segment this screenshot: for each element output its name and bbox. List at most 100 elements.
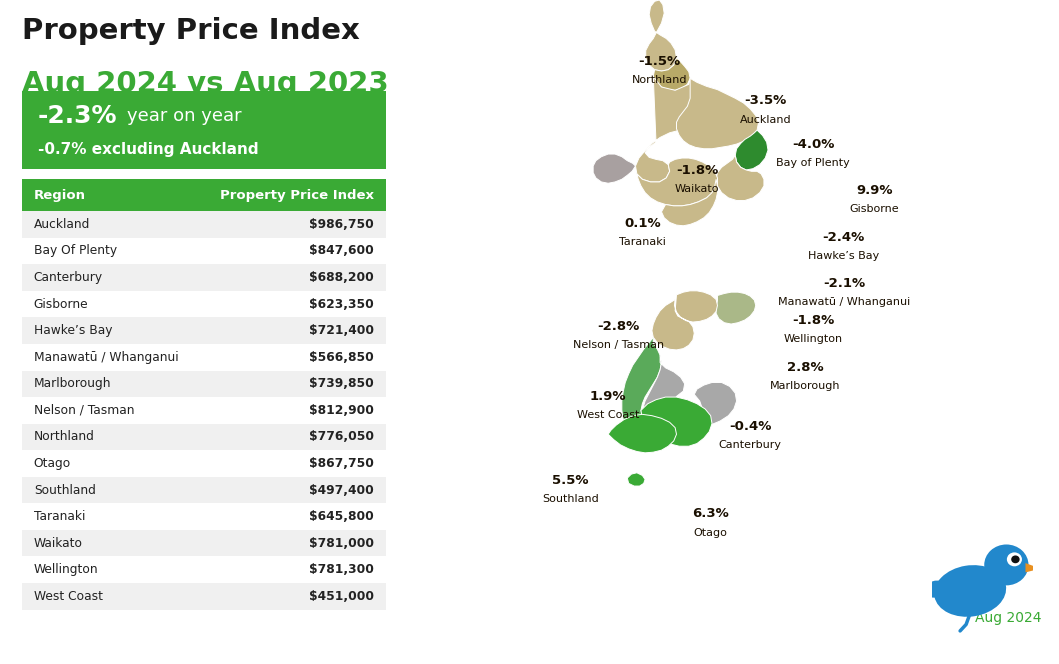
Text: Marlborough: Marlborough: [770, 381, 840, 392]
Ellipse shape: [926, 580, 947, 598]
Text: Auckland: Auckland: [34, 218, 90, 231]
Text: Manawatū / Whanganui: Manawatū / Whanganui: [34, 351, 178, 364]
Text: Aug 2024: Aug 2024: [974, 610, 1041, 625]
Text: $645,800: $645,800: [309, 510, 374, 523]
Text: $623,350: $623,350: [309, 297, 374, 311]
Polygon shape: [627, 473, 645, 486]
Text: $986,750: $986,750: [309, 218, 374, 231]
Text: 5.5%: 5.5%: [553, 474, 589, 487]
Ellipse shape: [934, 565, 1006, 617]
FancyBboxPatch shape: [22, 317, 385, 344]
Text: Waikato: Waikato: [675, 184, 719, 195]
Polygon shape: [635, 76, 731, 182]
Text: -1.8%: -1.8%: [676, 164, 718, 177]
FancyBboxPatch shape: [22, 179, 385, 211]
Text: 2.8%: 2.8%: [787, 361, 823, 374]
Text: Property Price Index: Property Price Index: [220, 189, 374, 202]
Polygon shape: [735, 130, 768, 170]
FancyBboxPatch shape: [22, 211, 385, 238]
FancyBboxPatch shape: [22, 291, 385, 317]
FancyBboxPatch shape: [22, 530, 385, 556]
Circle shape: [1011, 556, 1020, 563]
Text: Southland: Southland: [34, 483, 95, 497]
Text: $721,400: $721,400: [309, 324, 374, 337]
Polygon shape: [622, 337, 662, 446]
FancyBboxPatch shape: [22, 424, 385, 450]
FancyBboxPatch shape: [22, 238, 385, 264]
Text: Canterbury: Canterbury: [34, 271, 103, 284]
Polygon shape: [716, 292, 756, 324]
Text: Nelson / Tasman: Nelson / Tasman: [34, 404, 134, 417]
Text: Wellington: Wellington: [34, 563, 98, 576]
Text: Hawke’s Bay: Hawke’s Bay: [34, 324, 112, 337]
Text: 0.1%: 0.1%: [624, 217, 661, 230]
Text: Northland: Northland: [631, 74, 687, 85]
FancyBboxPatch shape: [22, 371, 385, 397]
Text: $867,750: $867,750: [309, 457, 374, 470]
Text: -0.4%: -0.4%: [729, 420, 771, 433]
Text: -2.4%: -2.4%: [823, 230, 865, 244]
Text: -4.0%: -4.0%: [792, 137, 834, 151]
Text: $497,400: $497,400: [309, 483, 374, 497]
Text: $781,000: $781,000: [309, 537, 374, 550]
Text: $847,600: $847,600: [309, 244, 374, 258]
Text: -3.5%: -3.5%: [744, 94, 787, 108]
Text: $776,050: $776,050: [309, 430, 374, 444]
Text: Otago: Otago: [694, 527, 728, 538]
Text: $566,850: $566,850: [309, 351, 374, 364]
Text: -1.8%: -1.8%: [792, 313, 834, 327]
FancyBboxPatch shape: [22, 503, 385, 530]
Text: Hawke’s Bay: Hawke’s Bay: [808, 250, 879, 261]
Polygon shape: [641, 397, 712, 446]
Polygon shape: [716, 155, 764, 201]
Text: Auckland: Auckland: [739, 114, 791, 125]
Text: Aug 2024 vs Aug 2023: Aug 2024 vs Aug 2023: [22, 70, 389, 98]
Text: Manawatū / Whanganui: Manawatū / Whanganui: [777, 297, 910, 307]
Text: West Coast: West Coast: [34, 590, 103, 603]
Text: Otago: Otago: [34, 457, 71, 470]
Text: Region: Region: [34, 189, 86, 202]
Polygon shape: [646, 0, 677, 71]
Polygon shape: [653, 58, 690, 90]
Text: $688,200: $688,200: [309, 271, 374, 284]
Circle shape: [984, 544, 1028, 586]
Text: Bay of Plenty: Bay of Plenty: [776, 157, 850, 168]
Text: 6.3%: 6.3%: [693, 507, 729, 521]
Text: -0.7% excluding Auckland: -0.7% excluding Auckland: [38, 142, 258, 157]
Text: -1.5%: -1.5%: [639, 54, 681, 68]
FancyBboxPatch shape: [22, 264, 385, 291]
Text: $451,000: $451,000: [309, 590, 374, 603]
Text: Taranaki: Taranaki: [34, 510, 85, 523]
Text: Marlborough: Marlborough: [34, 377, 111, 390]
Polygon shape: [662, 179, 718, 226]
Text: Bay Of Plenty: Bay Of Plenty: [34, 244, 116, 258]
Circle shape: [1007, 552, 1022, 566]
FancyBboxPatch shape: [22, 344, 385, 371]
Text: West Coast: West Coast: [577, 410, 640, 420]
Polygon shape: [1025, 563, 1041, 572]
Text: Property Price Index: Property Price Index: [22, 17, 360, 44]
Polygon shape: [636, 158, 718, 206]
Text: Gisborne: Gisborne: [34, 297, 88, 311]
Text: -2.8%: -2.8%: [597, 320, 640, 333]
Polygon shape: [677, 78, 758, 149]
Text: 9.9%: 9.9%: [857, 184, 893, 197]
Text: Wellington: Wellington: [784, 333, 843, 344]
FancyBboxPatch shape: [22, 91, 385, 169]
Text: $739,850: $739,850: [309, 377, 374, 390]
FancyBboxPatch shape: [22, 450, 385, 477]
Polygon shape: [608, 414, 677, 453]
Text: Canterbury: Canterbury: [719, 440, 782, 450]
Text: Southland: Southland: [542, 494, 599, 505]
Text: $781,300: $781,300: [309, 563, 374, 576]
FancyBboxPatch shape: [22, 583, 385, 610]
FancyBboxPatch shape: [22, 556, 385, 583]
Text: 1.9%: 1.9%: [590, 390, 627, 403]
Text: $812,900: $812,900: [309, 404, 374, 417]
Polygon shape: [643, 355, 737, 429]
Text: Taranaki: Taranaki: [618, 237, 666, 248]
FancyBboxPatch shape: [22, 397, 385, 424]
Text: year on year: year on year: [127, 107, 241, 125]
Text: Nelson / Tasman: Nelson / Tasman: [573, 340, 664, 351]
Text: Waikato: Waikato: [34, 537, 83, 550]
